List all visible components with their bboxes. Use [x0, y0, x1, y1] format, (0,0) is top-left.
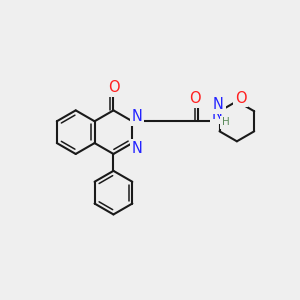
- Text: N: N: [212, 107, 223, 122]
- Text: N: N: [132, 109, 143, 124]
- Text: N: N: [132, 140, 143, 155]
- Text: N: N: [213, 97, 224, 112]
- Text: O: O: [189, 91, 201, 106]
- Text: O: O: [108, 80, 119, 95]
- Text: H: H: [222, 117, 229, 127]
- Text: O: O: [235, 91, 247, 106]
